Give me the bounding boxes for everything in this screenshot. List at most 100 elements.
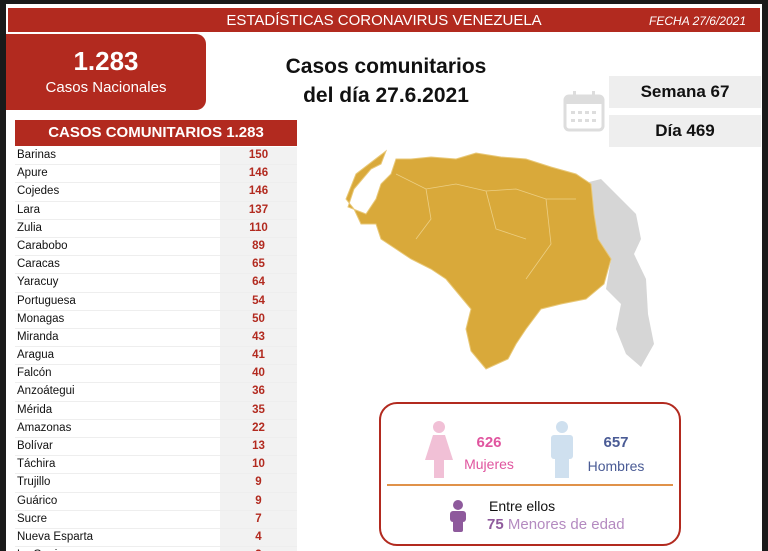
table-row: Caracas 65 — [15, 256, 297, 275]
state-cases: 65 — [220, 256, 297, 274]
men-count: 657 — [603, 434, 629, 451]
state-cases: 4 — [220, 528, 297, 547]
table-row: Nueva Esparta 4 — [15, 528, 297, 548]
cases-table: Barinas 150 Apure 146 Cojedes 146 Lara 137 Zulia… — [15, 147, 297, 551]
table-row: Sucre 7 — [15, 510, 297, 529]
table-row: Amazonas 22 — [15, 419, 297, 438]
state-cases: 9 — [220, 492, 297, 510]
venezuela-map — [345, 149, 654, 370]
state-name: Guárico — [17, 494, 58, 507]
state-name: Falcón — [17, 367, 52, 380]
table-row: Cojedes 146 — [15, 183, 297, 202]
table-row: Yaracuy 64 — [15, 274, 297, 293]
table-title: CASOS COMUNITARIOS 1.283 — [15, 120, 297, 146]
state-cases: 150 — [220, 147, 297, 165]
state-name: Táchira — [17, 458, 56, 471]
state-cases: 43 — [220, 328, 297, 347]
esequibo-region — [581, 179, 654, 367]
state-cases: 10 — [220, 456, 297, 474]
state-cases: 110 — [220, 219, 297, 237]
state-name: Miranda — [17, 330, 59, 343]
state-name: Caracas — [17, 258, 60, 271]
state-name: Aragua — [17, 349, 55, 362]
minors-label: Menores de edad — [507, 516, 625, 533]
minors-intro: Entre ellos — [489, 498, 556, 514]
state-cases: 146 — [220, 165, 297, 183]
state-cases: 54 — [220, 292, 297, 310]
state-name: La Guaira — [15, 547, 220, 551]
state-cases: 3 — [220, 547, 297, 551]
state-cases: 7 — [220, 510, 297, 528]
week-box: Semana 67 — [609, 76, 761, 108]
calendar-icon — [563, 91, 605, 132]
table-row: Aragua 41 — [15, 347, 297, 366]
state-cases: 22 — [220, 419, 297, 437]
woman-icon — [425, 421, 453, 478]
title-line-2: del día 27.6.2021 — [303, 84, 469, 107]
table-row: Barinas 150 — [15, 147, 297, 166]
state-cases: 40 — [220, 365, 297, 383]
header-title: ESTADÍSTICAS CORONAVIRUS VENEZUELA — [226, 12, 542, 29]
state-name: Sucre — [17, 512, 48, 525]
man-icon — [551, 421, 573, 478]
state-name: Apure — [17, 167, 48, 180]
day-box: Día 469 — [609, 115, 761, 147]
table-row: Anzoátegui 36 — [15, 383, 297, 402]
table-row: Mérida 35 — [15, 401, 297, 420]
state-name: Mérida — [17, 403, 53, 416]
state-name: Cojedes — [17, 185, 60, 198]
national-cases-card: 1.283 Casos Nacionales — [6, 34, 206, 110]
national-cases-value: 1.283 — [73, 46, 139, 76]
state-cases: 50 — [220, 310, 297, 328]
table-row: Trujillo 9 — [15, 474, 297, 493]
header-date: FECHA 27/6/2021 — [649, 14, 746, 28]
men-label: Hombres — [587, 458, 645, 474]
state-name: Barinas — [17, 149, 56, 161]
table-row: Falcón 40 — [15, 365, 297, 384]
minors-count: 75 — [487, 516, 504, 533]
state-cases: 64 — [220, 274, 297, 292]
state-name: Yaracuy — [17, 276, 59, 289]
women-count: 626 — [476, 434, 502, 451]
page-title: Casos comunitarios del día 27.6.2021 — [256, 52, 516, 110]
divider — [387, 484, 673, 486]
table-row: Portuguesa 54 — [15, 292, 297, 311]
table-row: Miranda 43 — [15, 328, 297, 348]
header-bar: ESTADÍSTICAS CORONAVIRUS VENEZUELA FECHA… — [8, 8, 760, 32]
state-cases: 137 — [220, 201, 297, 219]
table-row: Guárico 9 — [15, 492, 297, 511]
state-cases: 41 — [220, 347, 297, 365]
table-row: Apure 146 — [15, 165, 297, 184]
state-cases: 9 — [220, 474, 297, 492]
table-row: La Guaira3 — [15, 547, 297, 551]
state-name: Portuguesa — [17, 294, 76, 307]
state-cases: 13 — [220, 438, 297, 456]
minors-line: 75 Menores de edad — [487, 516, 625, 533]
child-icon — [450, 500, 466, 532]
gender-stats-card: 626 Mujeres 657 Hombres Entre ellos 75 M… — [379, 402, 681, 546]
table-row: Carabobo 89 — [15, 237, 297, 257]
state-name: Nueva Esparta — [17, 530, 94, 543]
title-line-1: Casos comunitarios — [285, 55, 487, 78]
venezuela-states — [345, 149, 612, 370]
table-row: Lara 137 — [15, 201, 297, 220]
table-row: Zulia 110 — [15, 219, 297, 238]
state-cases: 89 — [220, 237, 297, 256]
state-name: Zulia — [17, 221, 42, 234]
state-name: Bolívar — [17, 440, 53, 452]
state-name: Trujillo — [17, 476, 51, 489]
table-row: Táchira 10 — [15, 456, 297, 475]
state-cases: 35 — [220, 401, 297, 419]
table-row: Monagas 50 — [15, 310, 297, 329]
state-cases: 146 — [220, 183, 297, 201]
state-cases: 36 — [220, 383, 297, 401]
state-name: Anzoátegui — [17, 385, 75, 398]
national-cases-label: Casos Nacionales — [45, 79, 167, 96]
state-name: Amazonas — [17, 421, 72, 434]
women-label: Mujeres — [464, 456, 514, 472]
table-row: Bolívar 13 — [15, 438, 297, 457]
state-name: Lara — [17, 203, 41, 216]
state-name: Monagas — [17, 312, 65, 325]
state-name: Carabobo — [17, 239, 68, 252]
